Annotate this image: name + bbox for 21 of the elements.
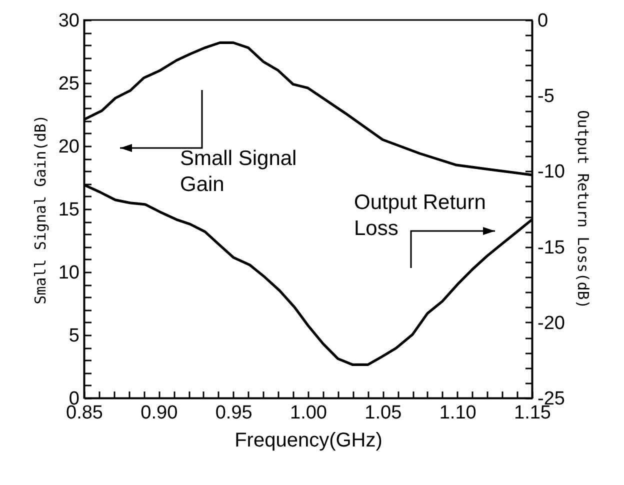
y-tick-label: 25 [58, 74, 80, 94]
annotation: Small Signal Gain [180, 147, 297, 196]
x-axis-title: Frequency(GHz) [234, 430, 382, 452]
y-tick-label: 10 [58, 262, 80, 284]
y2-tick-label: -15 [538, 237, 565, 258]
x-tick-label: 0.95 [215, 402, 252, 424]
y2-tick-label: 0 [538, 10, 548, 32]
y-tick-label: 20 [58, 136, 80, 158]
y2-tick-label: -5 [538, 86, 554, 108]
x-tick-label: 1.10 [439, 402, 476, 424]
x-tick-label: 1.00 [290, 402, 327, 424]
annotation: Output Return Loss [354, 191, 486, 240]
y-tick-label: 30 [58, 10, 80, 32]
x-tick-label: 0.90 [140, 402, 178, 424]
y-axis-title: Small Signal Gain(dB) [31, 114, 50, 304]
y-tick-label: 15 [58, 200, 80, 220]
x-tick-label: 1.05 [364, 402, 402, 424]
y2-tick-label: -20 [538, 312, 565, 334]
y2-tick-label: -10 [538, 162, 565, 183]
y-tick-label: 5 [68, 326, 80, 346]
y2-axis-title: Output Return Loss(dB) [574, 110, 592, 309]
